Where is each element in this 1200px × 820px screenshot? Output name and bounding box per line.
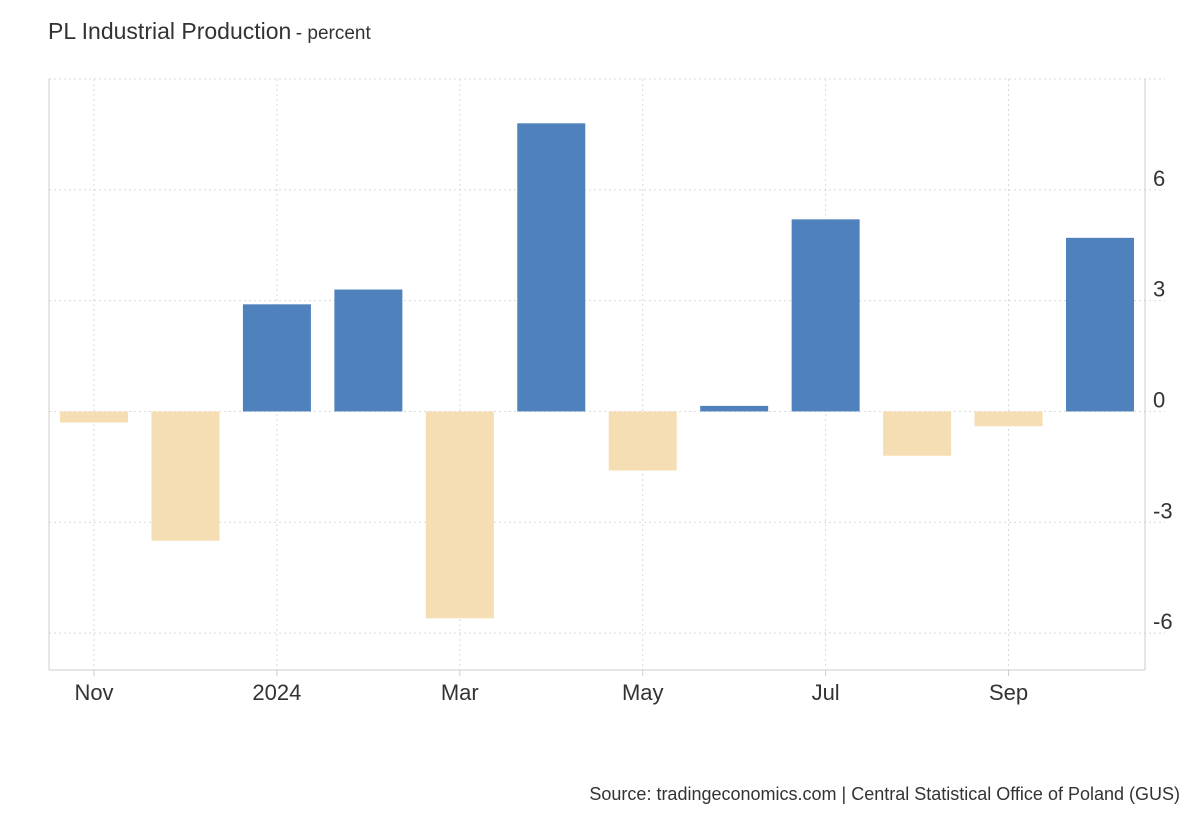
x-tick-label: May: [622, 680, 664, 705]
bar-2024-07: [791, 219, 860, 412]
x-tick-label: 2024: [252, 680, 301, 705]
bars: [60, 123, 1134, 619]
bar-2024-05: [608, 411, 677, 471]
bar-2024-06: [700, 405, 769, 412]
chart-title: PL Industrial Production - percent: [48, 18, 371, 45]
bar-2024-09: [974, 411, 1043, 427]
bar-2024-10: [1066, 237, 1134, 412]
bar-2024-01: [242, 304, 311, 412]
x-tick-label: Sep: [989, 680, 1028, 705]
tick-labels: -6 -3 0 3 6 Nov 2024 Mar May Jul Sep: [74, 166, 1172, 705]
grid-lines: [49, 78, 1165, 670]
y-tick-label: -3: [1153, 498, 1173, 523]
x-tick-label: Mar: [441, 680, 479, 705]
bar-2024-08: [883, 411, 952, 456]
chart-unit: - percent: [295, 23, 371, 44]
y-tick-label: -6: [1153, 609, 1173, 634]
bar-2024-03: [425, 411, 494, 619]
y-tick-label: 0: [1153, 387, 1165, 412]
bar-2024-02: [334, 289, 403, 412]
bar-2024-04: [517, 123, 586, 412]
bar-2023-11: [60, 411, 128, 423]
chart-title-text: PL Industrial Production: [48, 18, 292, 44]
bar-2023-12: [151, 411, 220, 541]
y-tick-label: 6: [1153, 166, 1165, 191]
x-tick-label: Nov: [74, 680, 113, 705]
source-note: Source: tradingeconomics.com | Central S…: [589, 784, 1180, 804]
x-tick-label: Jul: [812, 680, 840, 705]
axes: [48, 79, 1146, 676]
y-tick-label: 3: [1153, 277, 1165, 302]
